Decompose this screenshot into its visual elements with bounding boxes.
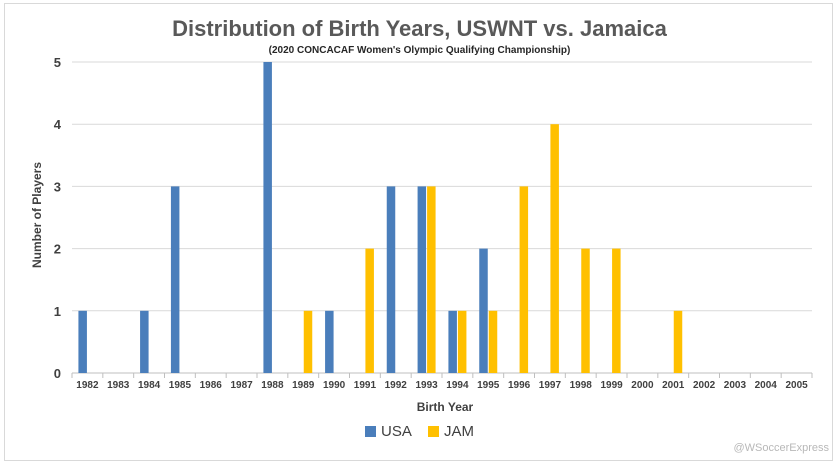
bar-jam-1994 xyxy=(457,310,467,373)
bar-jam-2001 xyxy=(673,310,683,373)
bar-jam-1995 xyxy=(488,310,498,373)
bar-jam-1998 xyxy=(581,248,590,373)
bar-usa-1993 xyxy=(417,186,427,373)
x-tick-label: 1996 xyxy=(508,380,531,391)
x-tick-label: 2003 xyxy=(724,380,747,391)
legend-label-usa: USA xyxy=(380,423,412,440)
y-tick-label: 3 xyxy=(54,179,61,194)
bar-jam-1991 xyxy=(365,248,374,373)
y-tick-label: 2 xyxy=(54,242,61,257)
bar-usa-1982 xyxy=(78,310,87,373)
bar-jam-1993 xyxy=(427,186,436,373)
x-tick-label: 1989 xyxy=(292,380,315,391)
bar-usa-1990 xyxy=(325,310,334,373)
x-tick-label: 1984 xyxy=(138,380,161,391)
x-tick-label: 1990 xyxy=(323,380,346,391)
y-tick-label: 4 xyxy=(54,117,62,132)
bar-jam-1989 xyxy=(303,310,313,373)
x-tick-label: 1983 xyxy=(107,380,130,391)
bar-usa-1984 xyxy=(140,310,149,373)
legend-swatch-usa xyxy=(364,426,376,437)
y-tick-label: 5 xyxy=(54,55,61,70)
x-tick-label: 1982 xyxy=(76,380,99,391)
x-tick-label: 1991 xyxy=(354,380,377,391)
x-tick-label: 1999 xyxy=(600,380,623,391)
legend-label-jam: JAM xyxy=(444,423,474,440)
bar-jam-1996 xyxy=(519,186,529,373)
x-tick-label: 1992 xyxy=(385,380,408,391)
x-tick-label: 2000 xyxy=(631,380,654,391)
bar-usa-1994 xyxy=(448,310,457,373)
chart-title: Distribution of Birth Years, USWNT vs. J… xyxy=(172,16,667,41)
chart-legend: USA JAM xyxy=(0,423,839,440)
x-tick-label: 2001 xyxy=(662,380,685,391)
x-tick-label: 1987 xyxy=(230,380,253,391)
x-tick-label: 1993 xyxy=(415,380,438,391)
y-tick-label: 1 xyxy=(54,304,61,319)
legend-swatch-jam xyxy=(428,426,439,437)
x-tick-label: 1995 xyxy=(477,380,500,391)
bar-usa-1988 xyxy=(263,62,272,373)
bar-usa-1992 xyxy=(386,186,396,373)
bar-usa-1995 xyxy=(479,248,488,373)
x-tick-label: 1985 xyxy=(169,380,192,391)
x-tick-label: 2002 xyxy=(693,380,716,391)
legend-item-jam: JAM xyxy=(428,423,474,440)
bar-jam-1997 xyxy=(550,124,559,373)
y-tick-label: 0 xyxy=(54,366,61,381)
x-tick-label: 2004 xyxy=(755,380,778,391)
x-axis-label: Birth Year xyxy=(416,400,474,414)
bar-usa-1985 xyxy=(170,186,180,373)
chart-subtitle: (2020 CONCACAF Women's Olympic Qualifyin… xyxy=(268,45,571,56)
legend-item-usa: USA xyxy=(364,423,412,440)
x-tick-label: 2005 xyxy=(785,380,808,391)
x-tick-label: 1998 xyxy=(570,380,593,391)
x-tick-label: 1997 xyxy=(539,380,562,391)
x-tick-label: 1986 xyxy=(200,380,223,391)
x-tick-label: 1994 xyxy=(446,380,469,391)
bar-jam-1999 xyxy=(612,248,621,373)
x-tick-label: 1988 xyxy=(261,380,284,391)
watermark: @WSoccerExpress xyxy=(733,442,829,454)
